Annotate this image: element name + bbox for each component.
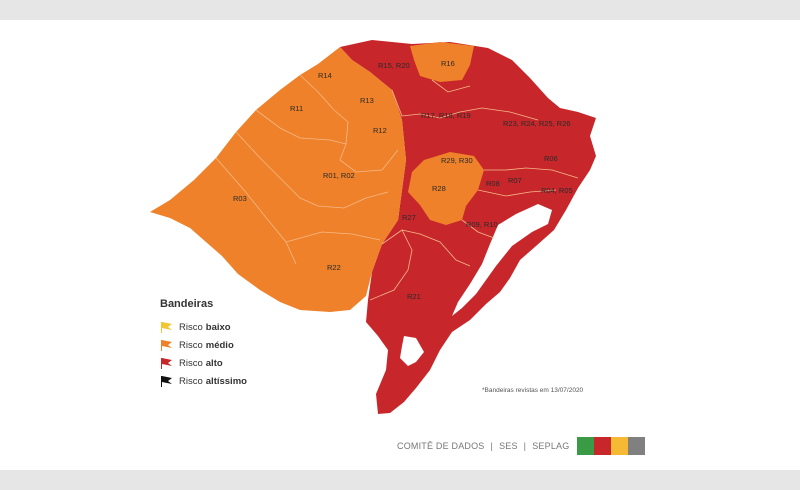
- map-frame: R14 R11 R13 R12 R01, R02 R03 R22 R16 R29…: [0, 20, 800, 470]
- footer-credit: SES: [499, 441, 518, 451]
- region-orange-west: [150, 47, 406, 312]
- flag-icon: [161, 358, 172, 369]
- legend: Bandeiras Risco baixo Risco médio Risco alt…: [160, 298, 247, 390]
- lagoa-dos-patos: [452, 204, 552, 316]
- flag-icon: [161, 322, 172, 333]
- region-orange-r16: [410, 42, 474, 82]
- color-swatch: [594, 437, 612, 455]
- region-label: R08: [486, 179, 500, 188]
- region-label: R07: [508, 176, 522, 185]
- region-label: R15, R20: [378, 61, 410, 70]
- footer-separator: |: [523, 441, 527, 451]
- region-labels: R14 R11 R13 R12 R01, R02 R03 R22 R16 R29…: [233, 59, 573, 301]
- region-label: R21: [407, 292, 421, 301]
- region-label: R17, R18, R19: [421, 111, 471, 120]
- legend-item-alto: Risco alto: [160, 354, 247, 372]
- region-red-base: [340, 40, 596, 414]
- region-label: R27: [402, 213, 416, 222]
- color-swatch: [628, 437, 646, 455]
- flag-icon: [161, 376, 172, 387]
- legend-level: médio: [205, 339, 234, 351]
- legend-prefix: Risco: [179, 357, 203, 369]
- region-label: R11: [290, 104, 303, 113]
- footer-credit: SEPLAG: [532, 441, 570, 451]
- rs-map: R14 R11 R13 R12 R01, R02 R03 R22 R16 R29…: [150, 40, 596, 414]
- footer-credits: COMITÊ DE DADOS | SES | SEPLAG: [397, 437, 646, 455]
- revision-note: *Bandeiras revistas em 13/07/2020: [482, 387, 584, 394]
- legend-prefix: Risco: [179, 339, 203, 351]
- region-label: R29, R30: [441, 156, 473, 165]
- flag-icon: [161, 340, 172, 351]
- legend-title: Bandeiras: [160, 298, 214, 310]
- legend-item-altissimo: Risco altíssimo: [160, 372, 247, 390]
- footer-credit: COMITÊ DE DADOS: [397, 441, 485, 451]
- region-label: R06: [544, 154, 558, 163]
- region-label: R13: [360, 96, 374, 105]
- legend-prefix: Risco: [179, 321, 203, 333]
- region-label: R12: [373, 126, 387, 135]
- region-label: R28: [432, 184, 446, 193]
- footer-separator: |: [490, 441, 494, 451]
- region-label: R14: [318, 71, 332, 80]
- region-label: R22: [327, 263, 341, 272]
- footer-color-swatches: [577, 437, 646, 455]
- region-label: R03: [233, 194, 247, 203]
- region-label: R04, R05: [541, 186, 573, 195]
- color-swatch: [577, 437, 595, 455]
- legend-level: baixo: [205, 321, 231, 333]
- legend-level: alto: [205, 357, 223, 369]
- color-swatch: [611, 437, 629, 455]
- region-label: R09, R10: [466, 220, 498, 229]
- region-label: R01, R02: [323, 171, 355, 180]
- region-label: R23, R24, R25, R26: [503, 119, 571, 128]
- legend-item-medio: Risco médio: [160, 336, 247, 354]
- legend-prefix: Risco: [179, 375, 203, 387]
- region-orange-center: [408, 152, 484, 225]
- legend-level: altíssimo: [205, 375, 247, 387]
- region-label: R16: [441, 59, 455, 68]
- region-borders: [215, 74, 579, 301]
- legend-item-baixo: Risco baixo: [160, 318, 247, 336]
- lagoa-mirim: [400, 336, 424, 366]
